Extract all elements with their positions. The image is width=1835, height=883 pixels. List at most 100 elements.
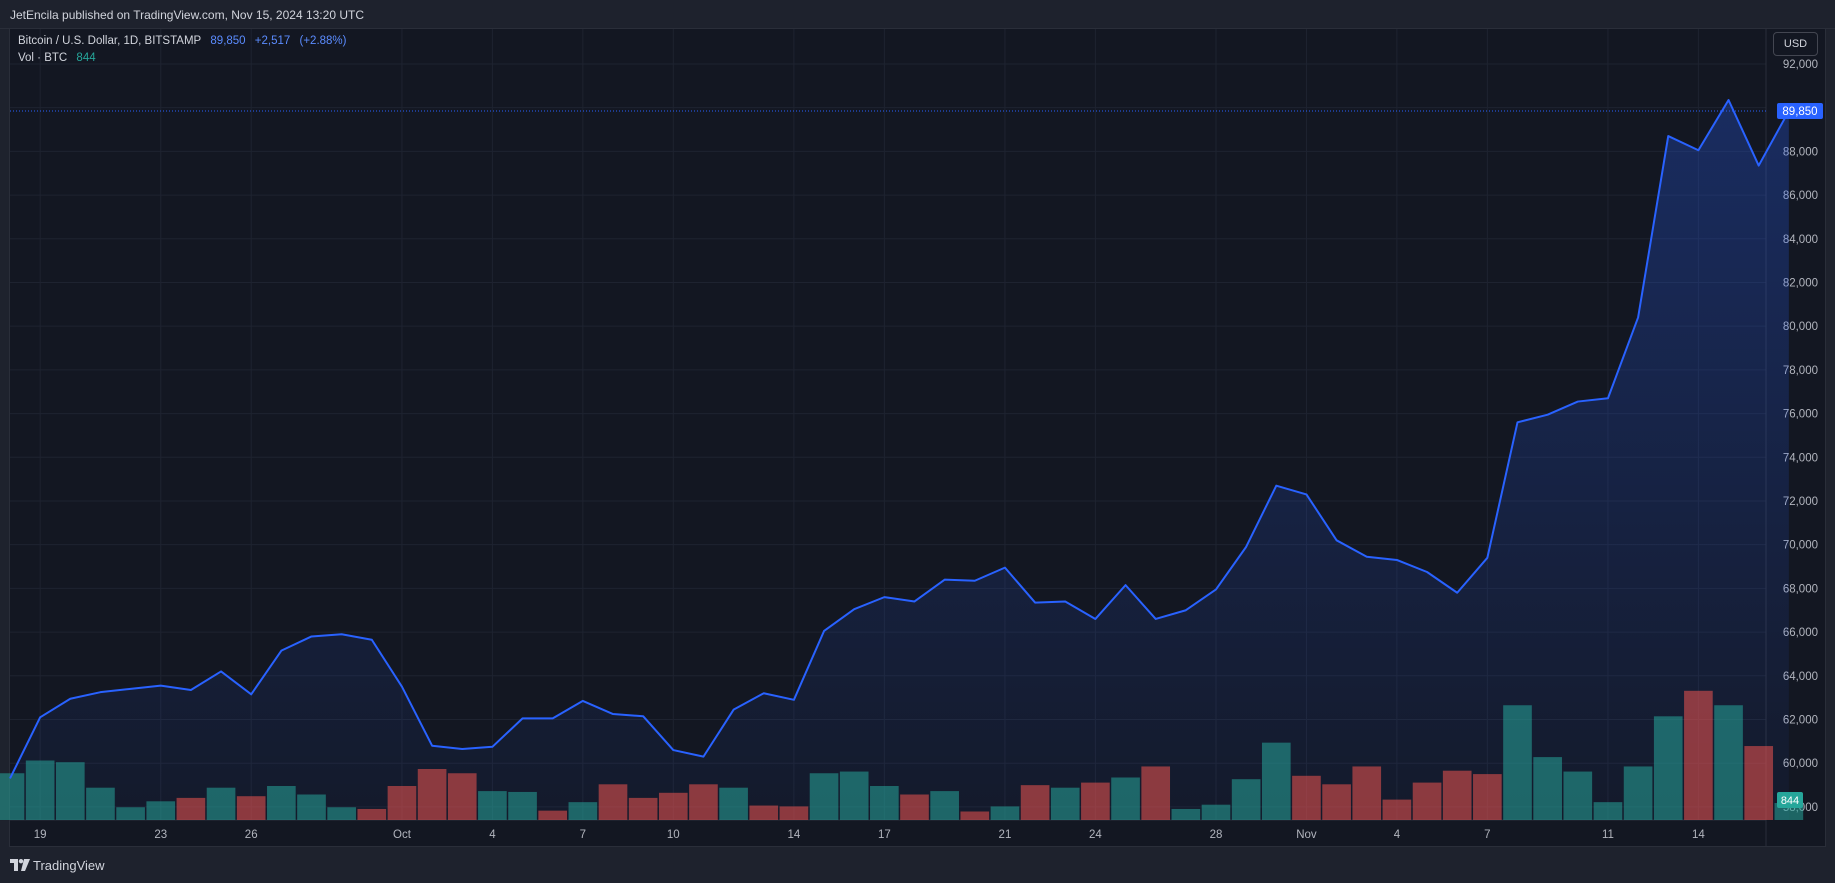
volume-bar-down[interactable]: [1020, 785, 1050, 820]
volume-bar-up[interactable]: [146, 801, 176, 820]
volume-bar-down[interactable]: [1473, 774, 1502, 820]
volume-bar-up[interactable]: [719, 787, 748, 820]
volume-bar-up[interactable]: [327, 807, 356, 820]
volume-bar-down[interactable]: [779, 806, 809, 820]
y-tick-label: 60,000: [1783, 758, 1818, 770]
x-tick-label: 23: [154, 829, 167, 841]
volume-bar-down[interactable]: [1442, 770, 1472, 820]
volume-bar-down[interactable]: [417, 769, 447, 820]
volume-bar-up[interactable]: [1050, 787, 1080, 820]
volume-bar-down[interactable]: [1352, 766, 1382, 820]
currency-button[interactable]: USD: [1773, 32, 1818, 56]
volume-bar-up[interactable]: [1714, 705, 1743, 820]
x-tick-label: 14: [1692, 829, 1705, 841]
volume-bar-up[interactable]: [1593, 802, 1623, 820]
volume-bar-up[interactable]: [116, 807, 145, 820]
symbol-legend: Bitcoin / U.S. Dollar, 1D, BITSTAMP 89,8…: [18, 35, 352, 47]
volume-bar-down[interactable]: [749, 805, 779, 820]
volume-bar-up[interactable]: [1503, 705, 1532, 820]
x-tick-label: 17: [878, 829, 891, 841]
volume-bar-up[interactable]: [478, 791, 507, 820]
y-tick-label: 70,000: [1783, 540, 1818, 552]
volume-bar-up[interactable]: [1171, 808, 1201, 820]
x-tick-label: 19: [34, 829, 47, 841]
volume-bar-down[interactable]: [1322, 784, 1351, 820]
volume-bar-down[interactable]: [658, 792, 688, 820]
volume-bar-down[interactable]: [1292, 775, 1321, 820]
y-tick-label: 78,000: [1783, 365, 1818, 377]
price-area-fill: [10, 100, 1789, 820]
x-tick-label: 7: [580, 829, 586, 841]
y-tick-label: 88,000: [1783, 146, 1818, 158]
volume-bar-down[interactable]: [1684, 690, 1713, 820]
footer: TradingView: [0, 847, 1835, 883]
x-tick-label: 10: [667, 829, 680, 841]
last-price-tag: [1777, 102, 1823, 119]
volume-bar-up[interactable]: [1111, 777, 1140, 821]
volume-bar-up[interactable]: [297, 794, 326, 821]
volume-bar-down[interactable]: [1744, 746, 1774, 820]
last-price-tag-label: 89,850: [1782, 106, 1817, 118]
volume-bar-down[interactable]: [387, 786, 417, 820]
x-tick-label: 11: [1602, 829, 1614, 841]
volume-bar-down[interactable]: [900, 794, 929, 821]
y-tick-label: 64,000: [1783, 671, 1818, 683]
volume-bar-up[interactable]: [1201, 804, 1231, 820]
volume-bar-up[interactable]: [508, 791, 537, 820]
volume-bar-up[interactable]: [1653, 716, 1683, 820]
price-line[interactable]: [9, 99, 1790, 779]
volume-bar-down[interactable]: [1141, 766, 1171, 820]
price-change: +2,517: [254, 35, 291, 47]
x-tick-label: 24: [1089, 829, 1102, 841]
x-tick-label: Nov: [1296, 829, 1317, 841]
y-tick-label: 62,000: [1783, 714, 1818, 726]
volume-bar-up[interactable]: [86, 787, 115, 820]
volume-bar-down[interactable]: [960, 811, 990, 821]
tradingview-logo-icon: [10, 859, 30, 871]
volume-bar-up[interactable]: [568, 802, 598, 820]
x-tick-label: 21: [999, 829, 1012, 841]
x-tick-label: 28: [1210, 829, 1223, 841]
y-tick-label: 92,000: [1783, 59, 1818, 71]
volume-bar-down[interactable]: [1382, 799, 1412, 820]
volume-bar-up[interactable]: [267, 786, 296, 820]
y-tick-label: 86,000: [1783, 190, 1818, 202]
y-tick-label: 72,000: [1783, 496, 1818, 508]
volume-bar-up[interactable]: [930, 791, 959, 820]
symbol-name: Bitcoin / U.S. Dollar, 1D, BITSTAMP: [18, 35, 202, 47]
volume-bar-up[interactable]: [55, 762, 85, 820]
volume-bar-up[interactable]: [1533, 757, 1562, 820]
volume-bar-down[interactable]: [1412, 782, 1442, 820]
volume-bar-up[interactable]: [839, 771, 869, 820]
volume-bar-up[interactable]: [990, 806, 1020, 820]
y-tick-label: 66,000: [1783, 627, 1818, 639]
volume-bar-up[interactable]: [25, 760, 55, 821]
x-tick-label: 14: [788, 829, 801, 841]
x-tick-label: Oct: [393, 829, 412, 841]
brand-name: TradingView: [33, 858, 105, 873]
volume-bar-up[interactable]: [1231, 779, 1261, 820]
volume-bar-down[interactable]: [447, 773, 477, 820]
volume-bar-up[interactable]: [1623, 766, 1653, 820]
volume-bar-down[interactable]: [357, 808, 387, 820]
volume-bar-down[interactable]: [598, 784, 628, 820]
x-tick-label: 7: [1484, 829, 1490, 841]
volume-bar-up[interactable]: [870, 786, 899, 820]
last-volume-tag-label: 844: [1781, 795, 1799, 807]
volume-bar-up[interactable]: [0, 773, 25, 820]
volume-bar-up[interactable]: [206, 787, 236, 820]
volume-bar-up[interactable]: [1261, 742, 1291, 820]
volume-bar-down[interactable]: [538, 810, 568, 820]
volume-bar-up[interactable]: [1563, 771, 1593, 820]
volume-bar-up[interactable]: [809, 773, 839, 820]
y-tick-label: 80,000: [1783, 321, 1818, 333]
volume-bar-down[interactable]: [689, 784, 718, 820]
volume-bar-down[interactable]: [236, 796, 266, 820]
published-info: JetEncila published on TradingView.com, …: [10, 8, 364, 22]
volume-bar-down[interactable]: [176, 797, 206, 820]
volume-bar-down[interactable]: [628, 797, 658, 820]
y-tick-label: 84,000: [1783, 234, 1818, 246]
volume-legend: Vol · BTC 844: [18, 52, 102, 64]
volume-bar-down[interactable]: [1081, 782, 1110, 820]
